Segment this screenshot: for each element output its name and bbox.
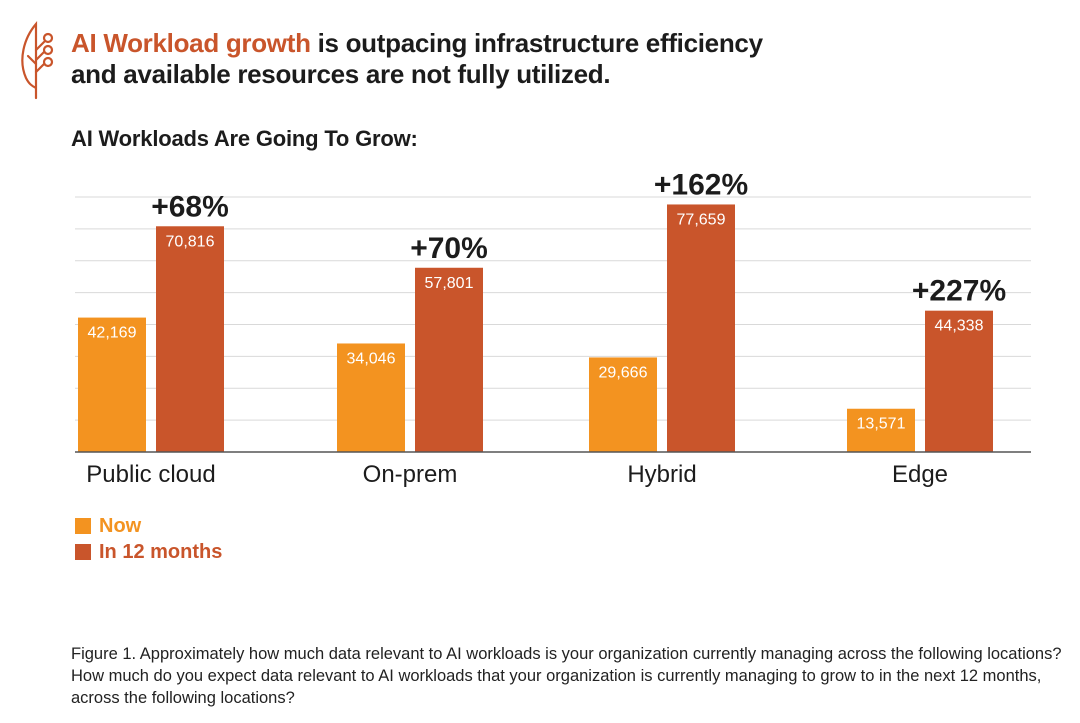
data-label: 34,046	[347, 350, 396, 367]
bar-now	[847, 408, 915, 452]
bar-chart: 42,169 70,816 +68% Public cloud 34,046 57,801…	[75, 168, 1031, 488]
data-label: 57,801	[425, 275, 474, 292]
headline: AI Workload growth is outpacing infrastr…	[71, 28, 763, 90]
headline-rest: is outpacing infrastructure efficiency	[310, 28, 763, 58]
headline-line2: and available resources are not fully ut…	[71, 59, 611, 89]
legend-swatch-in-12-months	[75, 544, 91, 560]
bar-in-12-months	[925, 310, 993, 452]
bar-in-12-months	[415, 267, 483, 452]
headline-accent: AI Workload growth	[71, 28, 311, 58]
data-label: 70,816	[166, 233, 215, 250]
legend-label-now: Now	[99, 514, 142, 537]
x-tick-label: Public cloud	[86, 461, 215, 488]
bar-in-12-months	[667, 204, 735, 452]
growth-label: +68%	[151, 190, 229, 223]
data-label: 42,169	[88, 325, 137, 342]
figure-caption: Figure 1. Approximately how much data re…	[71, 645, 1062, 707]
bar-now	[589, 357, 657, 452]
leaf-circuit-icon	[21, 21, 54, 100]
legend-swatch-now	[75, 518, 91, 534]
bar-now	[337, 343, 405, 452]
x-tick-label: Edge	[892, 461, 948, 488]
data-label: 29,666	[599, 364, 648, 381]
data-label: 13,571	[857, 416, 906, 433]
legend-item-in-12-months: In 12 months	[75, 539, 222, 565]
data-label: 44,338	[935, 318, 984, 335]
chart-title: AI Workloads Are Going To Grow:	[71, 126, 418, 151]
data-label: 77,659	[677, 211, 726, 228]
legend: Now In 12 months	[75, 513, 222, 565]
x-tick-label: Hybrid	[627, 461, 696, 488]
legend-label-in-12-months: In 12 months	[99, 540, 223, 563]
x-tick-label: On-prem	[363, 461, 458, 488]
growth-label: +227%	[912, 275, 1006, 308]
legend-item-now: Now	[75, 513, 222, 539]
bar-now	[78, 317, 146, 452]
bar-in-12-months	[156, 226, 224, 452]
growth-label: +70%	[410, 232, 488, 265]
growth-label: +162%	[654, 168, 748, 201]
